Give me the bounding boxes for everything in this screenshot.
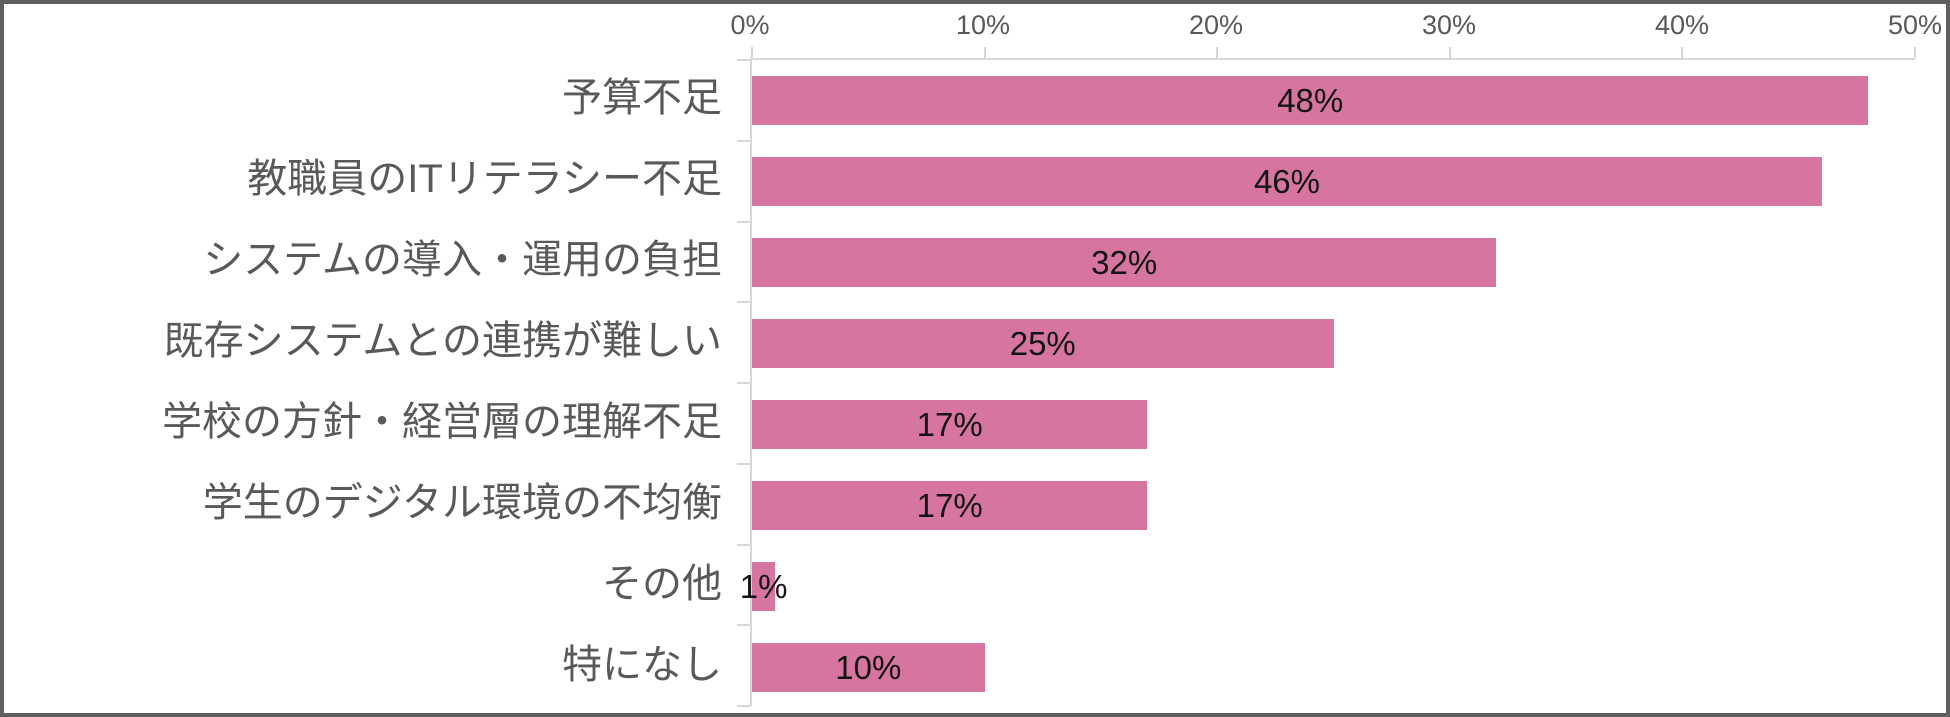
axis-tick-label: 0% [730,10,770,40]
bar-value-label: 10% [835,649,902,686]
category-tick-mark [737,301,750,304]
category-tick-mark [737,705,750,707]
plot-area: 48% 46% 32% 25% 17% 17% 1% 10% [737,47,1916,708]
bar-value-label: 46% [1253,163,1320,200]
category-tick-mark [737,59,750,61]
axis-tick-label: 50% [1887,10,1943,40]
bar [752,76,1869,125]
category-label: 学校の方針・経営層の理解不足 [162,400,722,444]
bar-value-label: 32% [1091,244,1158,281]
bar-row: 32% [752,222,1915,303]
category-label: システムの導入・運用の負担 [203,238,722,282]
category-label: 予算不足 [562,76,722,120]
axis-tick-label: 20% [1188,10,1244,40]
category-axis: 予算不足教職員のITリテラシー不足システムの導入・運用の負担既存システムとの連携… [4,58,736,706]
axis-tick-label: 10% [955,10,1011,40]
category-label: 既存システムとの連携が難しい [163,319,722,363]
bar [752,481,1148,530]
axis-tick-mark [983,47,986,58]
axis-tick-label: 40% [1654,10,1710,40]
category-label: 教職員のITリテラシー不足 [247,157,722,201]
category-tick-mark [737,462,750,465]
bar-value-label: 25% [1009,325,1076,362]
bar-row: 17% [752,465,1915,546]
bar [752,319,1334,368]
axis-tick-mark [1914,47,1916,58]
bar-row: 17% [752,384,1915,465]
bar-row: 10% [752,627,1915,708]
bar-value-label: 48% [1277,82,1344,119]
bar-rows: 48% 46% 32% 25% 17% 17% 1% 10% [740,60,1915,708]
axis-tick-mark [1216,47,1219,58]
category-label: 学生のデジタル環境の不均衡 [202,481,722,525]
value-axis: 0% 10% 20% 30% 40% 50% [730,4,1942,46]
bar-row: 46% [752,141,1915,222]
category-tick-mark [737,382,750,384]
bar-row: 48% [752,60,1915,141]
axis-tick-mark [1681,47,1684,58]
category-label: 特になし [562,643,722,687]
bar-value-label: 17% [916,406,983,443]
axis-tick-mark [751,47,753,58]
category-tick-mark [737,139,750,142]
bar [752,562,776,611]
bar [752,643,985,692]
bar-row: 25% [752,303,1915,384]
category-tick-mark [737,220,750,223]
bar [752,157,1822,206]
bar [752,400,1148,449]
bar-row: 1% [740,546,1915,627]
bar-value-label: 1% [739,568,788,605]
category-tick-mark [737,543,750,546]
axis-tick-mark [1448,47,1451,58]
category-tick-mark [737,624,750,627]
category-label: その他 [602,562,722,606]
bar [752,238,1497,287]
axis-tick-label: 30% [1421,10,1477,40]
bar-value-label: 17% [916,487,983,524]
